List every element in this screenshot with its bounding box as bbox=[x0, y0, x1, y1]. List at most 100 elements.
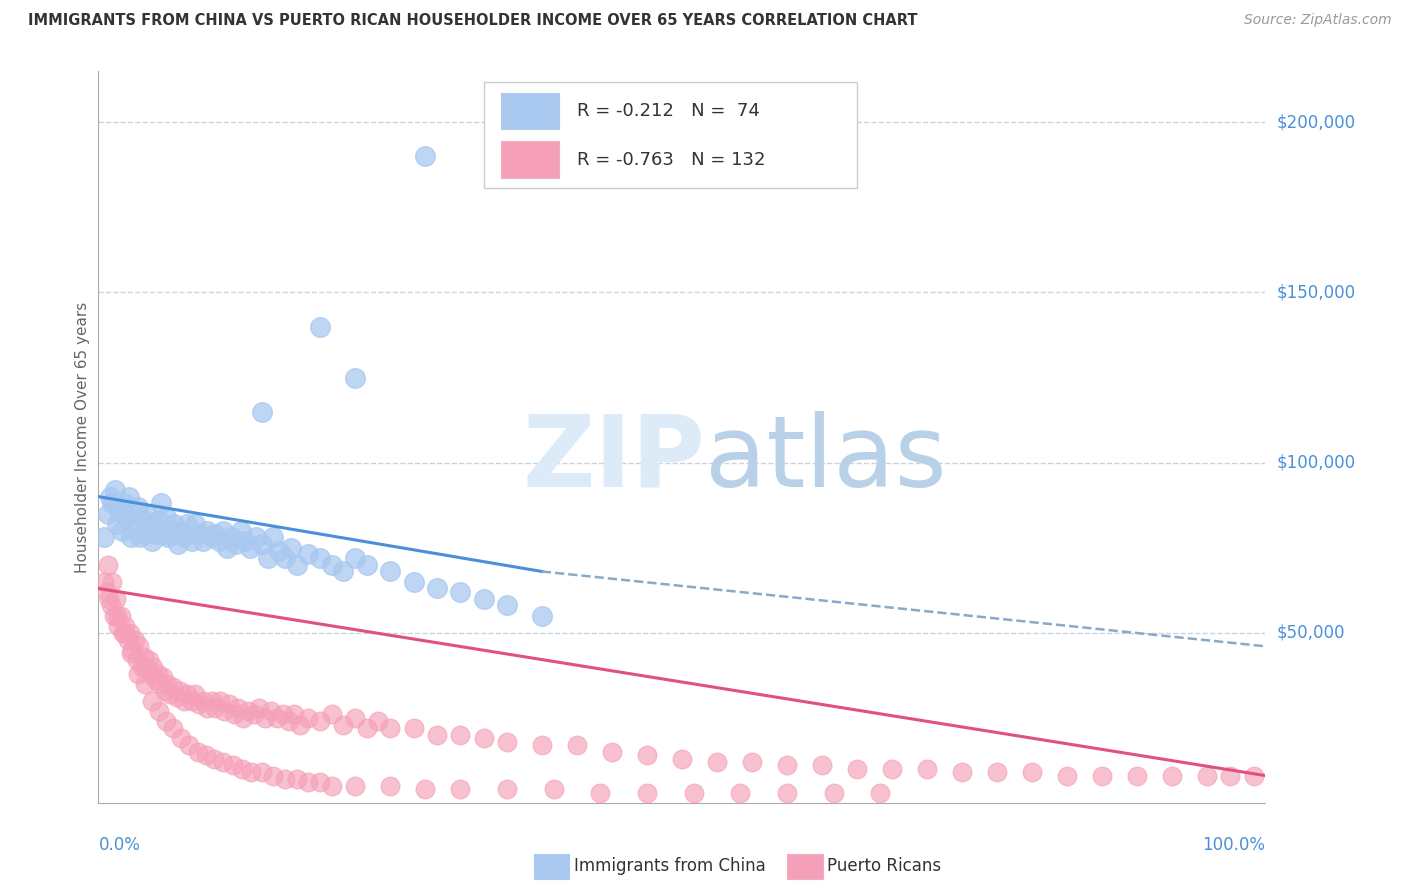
Point bbox=[179, 738, 201, 752]
Point bbox=[1243, 768, 1265, 782]
Point bbox=[141, 694, 163, 708]
Point bbox=[845, 762, 868, 776]
Point bbox=[636, 748, 658, 763]
Point bbox=[290, 717, 312, 731]
Bar bbox=[484, 82, 856, 188]
Point bbox=[283, 707, 305, 722]
Point bbox=[111, 625, 134, 640]
Point bbox=[240, 765, 263, 780]
Point bbox=[950, 765, 973, 780]
Point bbox=[162, 680, 184, 694]
Point bbox=[378, 721, 402, 735]
Point bbox=[269, 544, 291, 558]
Point bbox=[150, 496, 173, 510]
Point bbox=[134, 677, 156, 691]
Point bbox=[170, 731, 193, 746]
Point bbox=[93, 531, 115, 545]
Point bbox=[97, 558, 120, 572]
Point bbox=[1021, 765, 1043, 780]
Point bbox=[125, 516, 148, 531]
Point bbox=[146, 666, 169, 681]
Point bbox=[706, 755, 728, 769]
Point bbox=[249, 700, 271, 714]
Point bbox=[101, 574, 124, 589]
Point bbox=[367, 714, 389, 728]
Point bbox=[112, 496, 135, 510]
Point bbox=[121, 642, 143, 657]
Point bbox=[229, 524, 252, 538]
Point bbox=[413, 149, 436, 163]
Point bbox=[321, 707, 343, 722]
Point bbox=[114, 619, 136, 633]
Point bbox=[195, 700, 218, 714]
Point bbox=[600, 745, 623, 759]
Point bbox=[132, 649, 155, 664]
Text: ZIP: ZIP bbox=[523, 410, 706, 508]
Point bbox=[139, 524, 162, 538]
Point bbox=[776, 786, 799, 800]
Point bbox=[103, 608, 125, 623]
Point bbox=[321, 779, 343, 793]
Point bbox=[201, 531, 224, 545]
Point bbox=[915, 762, 938, 776]
Point bbox=[201, 694, 224, 708]
Point bbox=[671, 751, 693, 765]
Point bbox=[986, 765, 1008, 780]
Point bbox=[1056, 768, 1078, 782]
Point bbox=[207, 533, 229, 548]
Point bbox=[543, 782, 565, 797]
Point bbox=[163, 516, 186, 531]
Point bbox=[135, 659, 157, 673]
Point bbox=[823, 786, 845, 800]
Point bbox=[148, 513, 170, 527]
Text: IMMIGRANTS FROM CHINA VS PUERTO RICAN HOUSEHOLDER INCOME OVER 65 YEARS CORRELATI: IMMIGRANTS FROM CHINA VS PUERTO RICAN HO… bbox=[28, 13, 918, 29]
Point bbox=[149, 677, 172, 691]
Point bbox=[356, 721, 378, 735]
Point bbox=[212, 524, 235, 538]
Point bbox=[107, 619, 129, 633]
Point bbox=[193, 533, 215, 548]
Point bbox=[225, 537, 247, 551]
Point bbox=[309, 550, 332, 565]
Point bbox=[472, 731, 495, 746]
Point bbox=[127, 500, 149, 514]
Point bbox=[636, 786, 658, 800]
Point bbox=[413, 782, 436, 797]
Text: 0.0%: 0.0% bbox=[98, 836, 141, 854]
Point bbox=[184, 687, 207, 701]
Point bbox=[214, 704, 236, 718]
Point bbox=[195, 524, 218, 538]
Point bbox=[202, 751, 225, 765]
Point bbox=[274, 772, 297, 786]
Point bbox=[280, 541, 302, 555]
Point bbox=[166, 690, 188, 705]
Point bbox=[193, 694, 215, 708]
Point bbox=[100, 599, 122, 613]
Point bbox=[472, 591, 495, 606]
Point bbox=[159, 524, 181, 538]
Point bbox=[309, 319, 332, 334]
Point bbox=[162, 721, 184, 735]
Point bbox=[134, 527, 156, 541]
Point bbox=[111, 524, 134, 538]
Point bbox=[180, 533, 202, 548]
Point bbox=[449, 782, 471, 797]
Text: Source: ZipAtlas.com: Source: ZipAtlas.com bbox=[1244, 13, 1392, 28]
Point bbox=[212, 755, 235, 769]
Point bbox=[254, 711, 277, 725]
Point bbox=[271, 707, 294, 722]
Point bbox=[156, 677, 179, 691]
Point bbox=[115, 510, 138, 524]
Point bbox=[104, 483, 127, 497]
Point bbox=[776, 758, 799, 772]
Point bbox=[245, 531, 267, 545]
Point bbox=[155, 510, 177, 524]
Point bbox=[136, 507, 159, 521]
Point bbox=[811, 758, 834, 772]
Point bbox=[98, 490, 121, 504]
Point bbox=[530, 608, 553, 623]
Point bbox=[112, 625, 135, 640]
Point bbox=[262, 768, 284, 782]
Text: 100.0%: 100.0% bbox=[1202, 836, 1265, 854]
Text: $100,000: $100,000 bbox=[1277, 454, 1355, 472]
